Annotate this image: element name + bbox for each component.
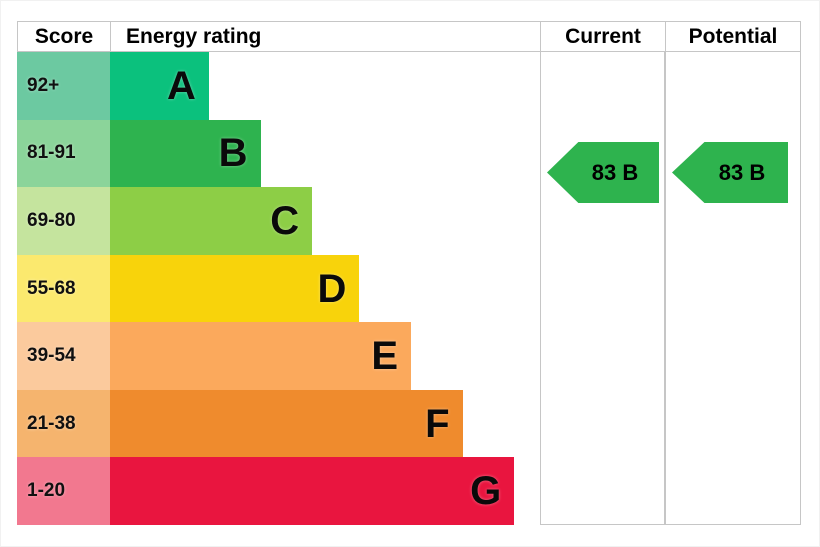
bar-area: F bbox=[110, 389, 540, 458]
rating-row-g: 1-20 G bbox=[17, 457, 540, 526]
grade-letter: B bbox=[218, 131, 248, 176]
rating-bar: A bbox=[110, 52, 209, 120]
rating-bar: B bbox=[110, 119, 261, 188]
grade-letter: C bbox=[270, 198, 300, 243]
potential-column bbox=[665, 52, 801, 525]
potential-column-header: Potential bbox=[665, 21, 801, 52]
grade-letter: D bbox=[317, 266, 347, 311]
bar-area: A bbox=[110, 52, 540, 120]
score-column-header: Score bbox=[17, 21, 110, 52]
score-cell: 39-54 bbox=[17, 322, 110, 390]
rating-row-e: 39-54 E bbox=[17, 322, 540, 390]
chart-body: 92+ A 81-91 B 69-80 C 55-68 bbox=[17, 52, 801, 526]
score-cell: 21-38 bbox=[17, 389, 110, 458]
grade-letter: E bbox=[371, 334, 398, 379]
rating-row-d: 55-68 D bbox=[17, 254, 540, 323]
rating-row-c: 69-80 C bbox=[17, 187, 540, 255]
score-range-label: 81-91 bbox=[27, 142, 76, 164]
rating-bar: G bbox=[110, 457, 515, 526]
score-cell: 55-68 bbox=[17, 254, 110, 323]
score-range-label: 1-20 bbox=[27, 480, 66, 502]
rating-bar: D bbox=[110, 254, 360, 323]
rating-bands: 92+ A 81-91 B 69-80 C 55-68 bbox=[17, 52, 540, 526]
current-column-header: Current bbox=[540, 21, 665, 52]
score-range-label: 39-54 bbox=[27, 345, 76, 367]
score-range-label: 92+ bbox=[27, 74, 60, 96]
rating-bar: F bbox=[110, 389, 463, 458]
potential-rating-value: 83 B bbox=[718, 159, 766, 185]
rating-row-a: 92+ A bbox=[17, 52, 540, 120]
score-cell: 81-91 bbox=[17, 119, 110, 188]
chart-header-row: Score Energy rating Current Potential bbox=[17, 21, 801, 52]
bar-area: G bbox=[110, 457, 540, 526]
grade-letter: G bbox=[470, 469, 502, 514]
energy-rating-column-header: Energy rating bbox=[110, 21, 540, 52]
score-range-label: 69-80 bbox=[27, 209, 76, 231]
energy-rating-chart: Score Energy rating Current Potential 92… bbox=[17, 21, 801, 526]
current-column bbox=[540, 52, 665, 525]
bar-area: E bbox=[110, 322, 540, 390]
potential-rating-arrow: 83 B bbox=[672, 142, 788, 203]
score-range-label: 21-38 bbox=[27, 412, 76, 434]
score-cell: 92+ bbox=[17, 52, 110, 120]
score-cell: 69-80 bbox=[17, 187, 110, 255]
rating-row-f: 21-38 F bbox=[17, 389, 540, 458]
score-range-label: 55-68 bbox=[27, 277, 76, 299]
bar-area: C bbox=[110, 187, 540, 255]
grade-letter: A bbox=[167, 63, 196, 108]
score-cell: 1-20 bbox=[17, 457, 110, 526]
rating-bar: E bbox=[110, 322, 411, 390]
grade-letter: F bbox=[425, 401, 450, 446]
current-rating-value: 83 B bbox=[591, 159, 639, 185]
rating-row-b: 81-91 B bbox=[17, 119, 540, 188]
rating-bar: C bbox=[110, 187, 313, 255]
bar-area: B bbox=[110, 119, 540, 188]
bar-area: D bbox=[110, 254, 540, 323]
